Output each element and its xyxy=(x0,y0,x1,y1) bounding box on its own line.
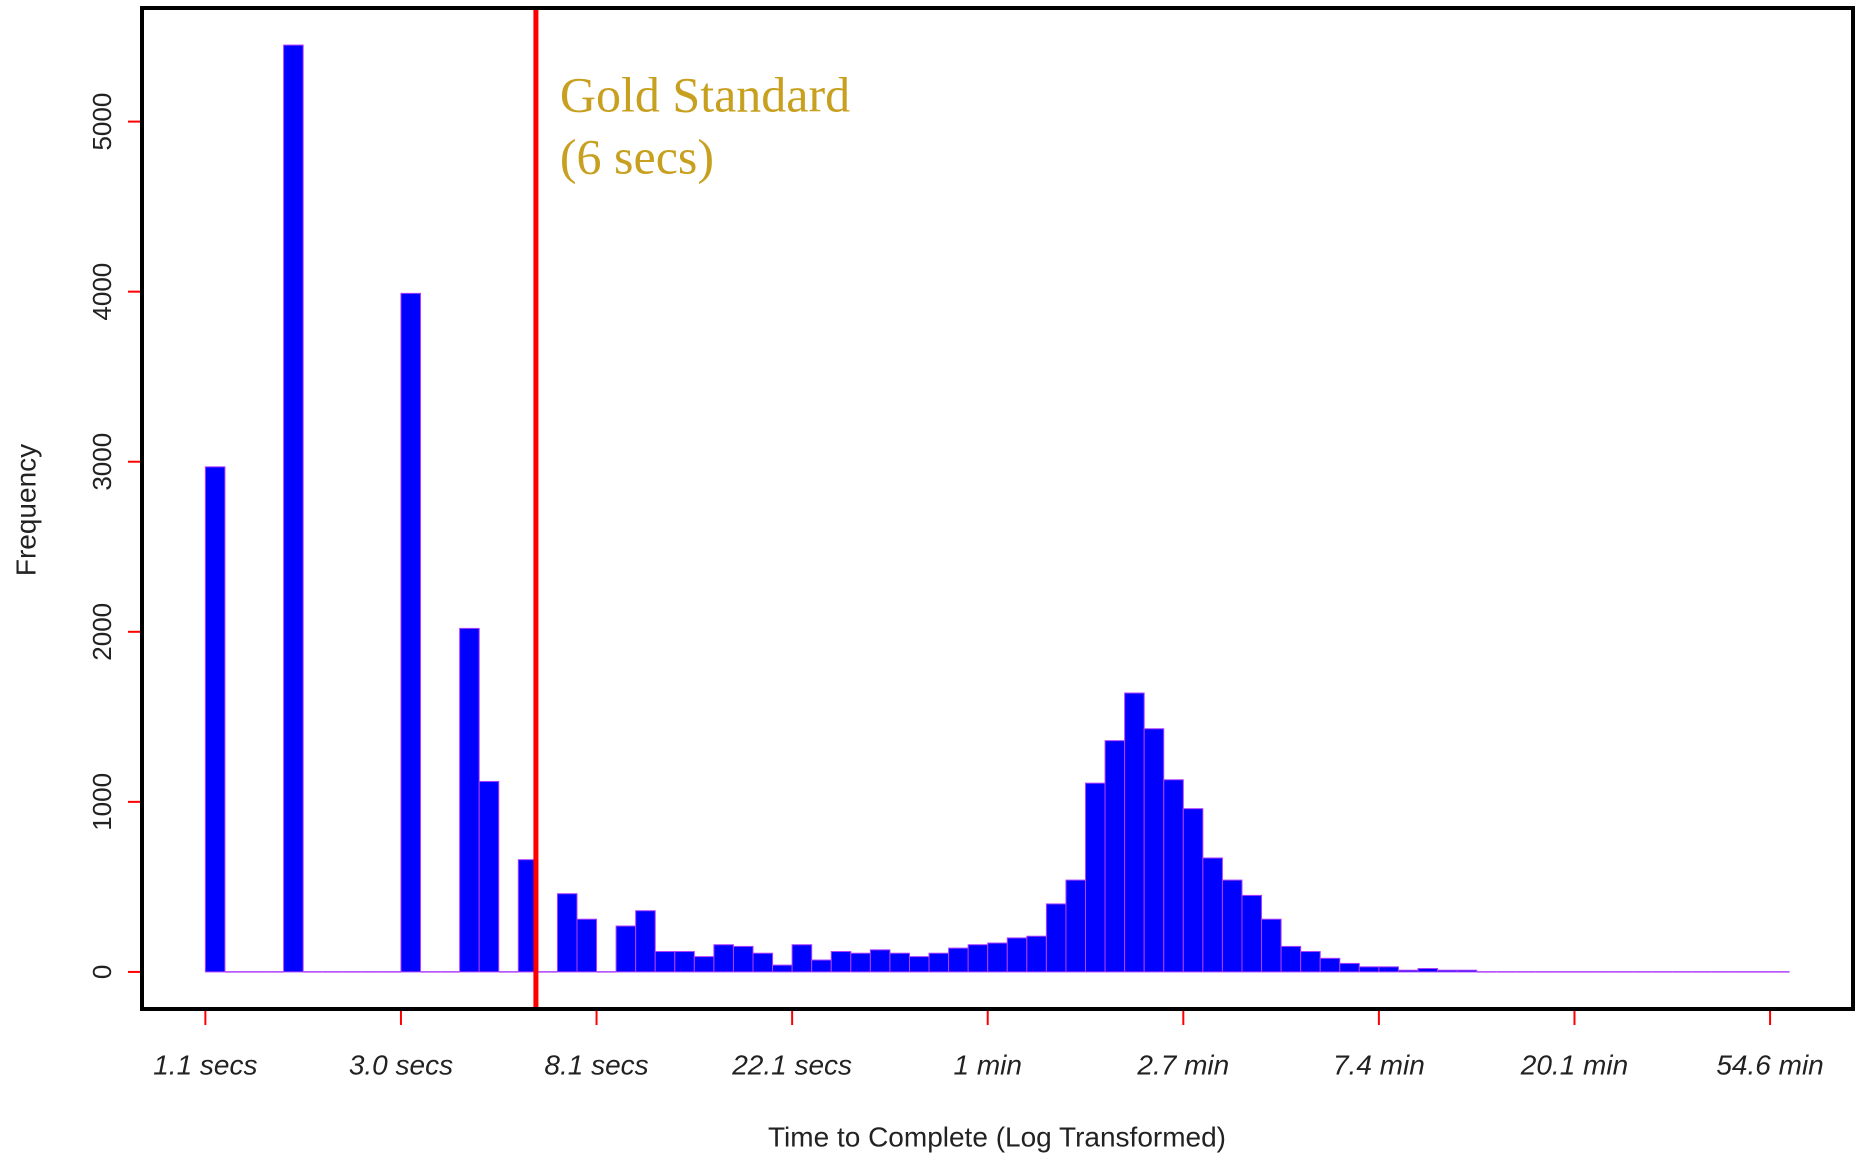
bar xyxy=(987,942,1008,973)
bar xyxy=(1397,969,1419,973)
bar xyxy=(1006,937,1028,973)
bar xyxy=(889,952,910,973)
bar xyxy=(1437,969,1458,973)
y-tick-label: 3000 xyxy=(87,433,117,491)
x-tick-label: 2.7 min xyxy=(1136,1049,1229,1080)
bar xyxy=(1221,879,1243,973)
bar xyxy=(869,949,891,973)
bar xyxy=(1124,692,1145,973)
bar xyxy=(1182,808,1204,973)
y-tick-label: 2000 xyxy=(87,603,117,661)
bar xyxy=(732,945,754,973)
bar xyxy=(1300,951,1321,973)
y-axis-label: Frequency xyxy=(10,444,41,576)
x-tick-label: 54.6 min xyxy=(1716,1049,1823,1080)
bar xyxy=(850,952,871,973)
bar xyxy=(1339,962,1360,973)
x-tick-label: 3.0 secs xyxy=(349,1049,453,1080)
bar xyxy=(1280,945,1302,973)
bar xyxy=(615,925,637,973)
bar xyxy=(1456,969,1478,973)
y-tick-label: 1000 xyxy=(87,773,117,831)
bar xyxy=(967,944,989,973)
bar xyxy=(1261,918,1282,973)
bar xyxy=(459,627,480,973)
bar xyxy=(1417,968,1439,973)
bar xyxy=(1143,728,1165,973)
bar xyxy=(1378,966,1399,973)
bar xyxy=(635,910,656,973)
x-tick-label: 20.1 min xyxy=(1520,1049,1628,1080)
y-tick-label: 4000 xyxy=(87,263,117,321)
x-tick-label: 1 min xyxy=(953,1049,1021,1080)
x-tick-label: 1.1 secs xyxy=(153,1049,257,1080)
bar xyxy=(1241,894,1263,973)
x-tick-label: 22.1 secs xyxy=(731,1049,852,1080)
bar xyxy=(478,780,500,973)
bar xyxy=(811,959,832,973)
bar xyxy=(1104,740,1126,973)
bar xyxy=(1163,779,1184,973)
annotation: Gold Standard xyxy=(560,66,850,122)
y-tick-label: 0 xyxy=(87,965,117,979)
bar xyxy=(948,947,969,973)
bar xyxy=(693,956,715,973)
bar xyxy=(204,466,226,973)
bar xyxy=(674,951,695,973)
bar xyxy=(1319,957,1341,973)
bar xyxy=(713,944,734,973)
bar xyxy=(772,964,793,973)
bar xyxy=(1065,879,1087,973)
x-tick-label: 7.4 min xyxy=(1333,1049,1425,1080)
bar xyxy=(928,952,950,973)
bar xyxy=(556,893,578,973)
bar xyxy=(1045,903,1067,973)
bar xyxy=(791,944,813,973)
bar xyxy=(576,918,598,973)
bar xyxy=(1358,966,1380,973)
bar xyxy=(830,951,852,973)
x-axis-label: Time to Complete (Log Transformed) xyxy=(768,1121,1226,1152)
bar xyxy=(752,952,774,973)
x-tick-label: 8.1 secs xyxy=(544,1049,648,1080)
plot-frame xyxy=(140,6,1855,1011)
bar xyxy=(1085,782,1106,973)
annotation: (6 secs) xyxy=(560,128,714,184)
bar xyxy=(1026,935,1047,973)
bar xyxy=(400,292,422,973)
bar xyxy=(908,956,930,973)
bar xyxy=(283,44,304,973)
bar xyxy=(1202,857,1223,973)
bar xyxy=(654,951,676,973)
y-tick-label: 5000 xyxy=(87,93,117,151)
